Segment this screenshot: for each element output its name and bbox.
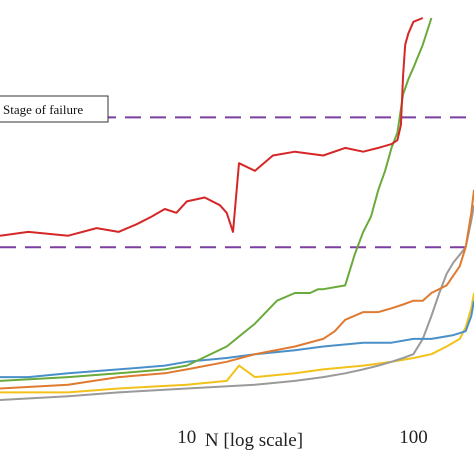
x-axis-label: N [log scale]	[205, 430, 303, 451]
x-tick-label-100: 100	[399, 427, 428, 448]
series-line-2	[0, 17, 433, 382]
series-line-6	[0, 292, 474, 394]
series-line-1	[0, 17, 424, 237]
x-tick-label-10: 10	[177, 427, 196, 448]
series-line-3	[0, 189, 474, 390]
legend-box	[0, 95, 109, 123]
legend-label: Stage of failure	[3, 102, 83, 117]
legend: Stage of failure	[0, 95, 109, 123]
x-tick-labels: 10 100	[177, 427, 427, 448]
series-line-4	[0, 300, 474, 379]
series-lines	[0, 17, 474, 401]
series-line-5	[0, 205, 474, 401]
